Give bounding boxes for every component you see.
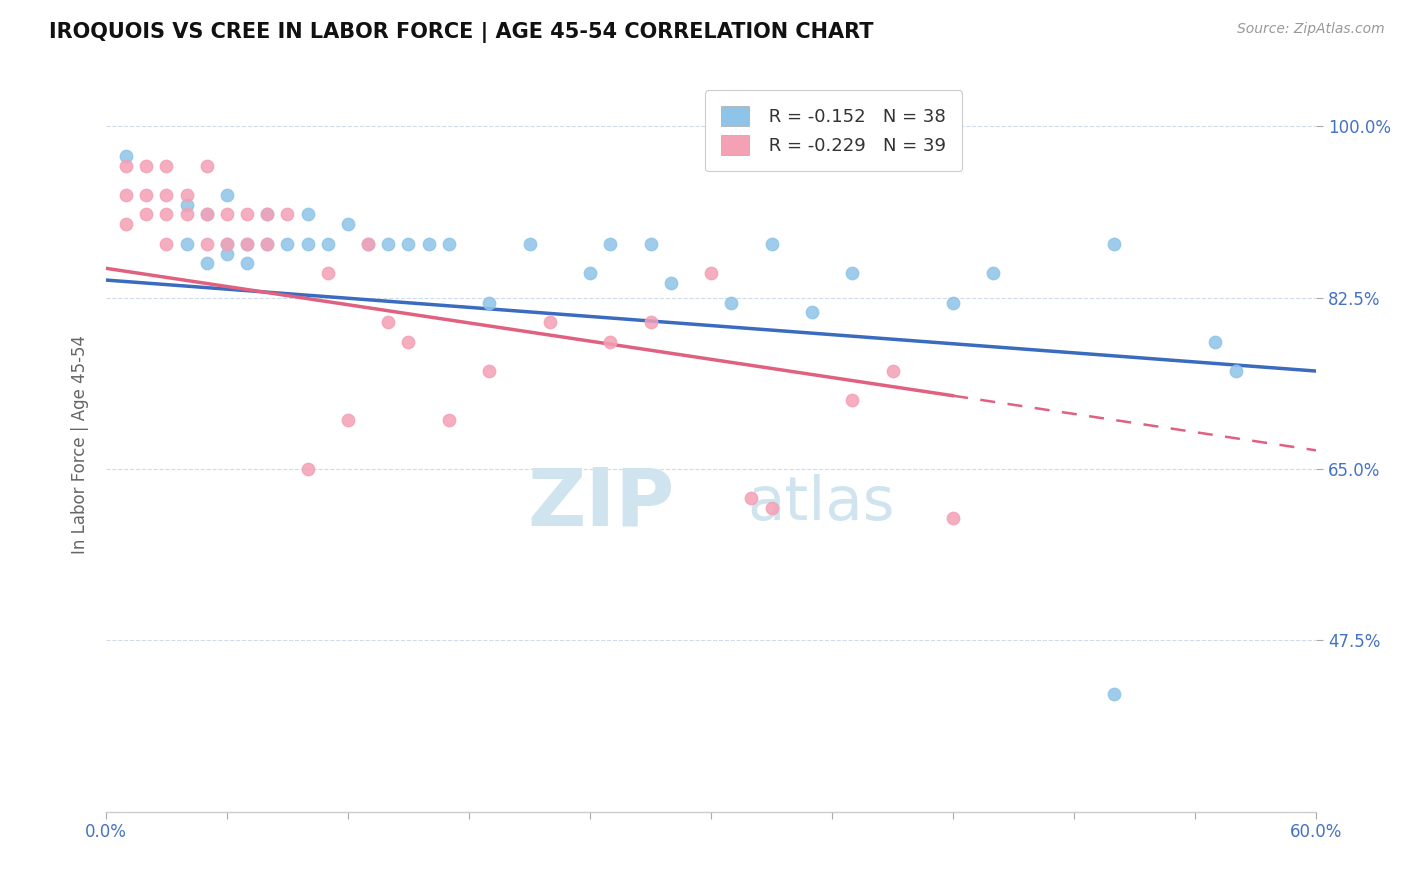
Text: Source: ZipAtlas.com: Source: ZipAtlas.com (1237, 22, 1385, 37)
Point (418, 236, 440, 251)
Point (155, 207, 177, 221)
Point (659, 276, 682, 290)
Point (297, 236, 319, 251)
Point (236, 207, 259, 221)
Point (195, 236, 218, 251)
Point (195, 159, 218, 173)
Point (135, 187, 157, 202)
Point (336, 413, 359, 427)
Point (700, 266, 723, 280)
Point (195, 207, 218, 221)
Point (215, 207, 238, 221)
Point (437, 236, 460, 251)
Point (215, 236, 238, 251)
Point (236, 236, 259, 251)
Text: IROQUOIS VS CREE IN LABOR FORCE | AGE 45-54 CORRELATION CHART: IROQUOIS VS CREE IN LABOR FORCE | AGE 45… (49, 22, 873, 44)
Point (942, 511, 965, 525)
Point (256, 236, 278, 251)
Point (478, 295, 501, 310)
Point (800, 305, 823, 319)
Point (983, 266, 1005, 280)
Point (377, 236, 399, 251)
Y-axis label: In Labor Force | Age 45-54: In Labor Force | Age 45-54 (72, 335, 89, 554)
Point (135, 159, 157, 173)
Point (155, 236, 177, 251)
Point (357, 236, 380, 251)
Point (377, 315, 399, 329)
Point (236, 236, 259, 251)
Point (336, 217, 359, 231)
Legend:  R = -0.152   N = 38,  R = -0.229   N = 39: R = -0.152 N = 38, R = -0.229 N = 39 (706, 90, 962, 171)
Point (256, 207, 278, 221)
Point (579, 266, 602, 280)
Point (519, 236, 541, 251)
Point (195, 256, 218, 270)
Point (437, 413, 460, 427)
Point (176, 187, 198, 202)
Point (176, 197, 198, 211)
Point (740, 491, 762, 506)
Point (256, 207, 278, 221)
Point (398, 236, 420, 251)
Point (115, 149, 138, 163)
Point (640, 236, 662, 251)
Point (236, 256, 259, 270)
Point (215, 236, 238, 251)
Point (398, 334, 420, 349)
Point (316, 236, 339, 251)
Point (297, 462, 319, 476)
Point (316, 266, 339, 280)
Point (155, 187, 177, 202)
Point (115, 159, 138, 173)
Point (1104, 236, 1126, 251)
Point (215, 246, 238, 260)
Point (297, 207, 319, 221)
Point (195, 207, 218, 221)
Point (478, 364, 501, 378)
Point (761, 236, 783, 251)
Point (176, 236, 198, 251)
Point (155, 159, 177, 173)
Point (135, 207, 157, 221)
Point (761, 501, 783, 516)
Point (882, 364, 904, 378)
Point (1204, 334, 1226, 349)
Point (841, 393, 863, 408)
Text: ZIP: ZIP (527, 464, 675, 542)
Point (115, 187, 138, 202)
Point (1225, 364, 1247, 378)
Point (256, 236, 278, 251)
Point (276, 236, 298, 251)
Point (942, 295, 965, 310)
Point (176, 207, 198, 221)
Text: atlas: atlas (748, 474, 894, 533)
Point (215, 187, 238, 202)
Point (1104, 687, 1126, 701)
Point (640, 315, 662, 329)
Point (841, 266, 863, 280)
Point (276, 207, 298, 221)
Point (538, 315, 561, 329)
Point (115, 217, 138, 231)
Point (357, 236, 380, 251)
Point (720, 295, 742, 310)
Point (599, 334, 621, 349)
Point (599, 236, 621, 251)
